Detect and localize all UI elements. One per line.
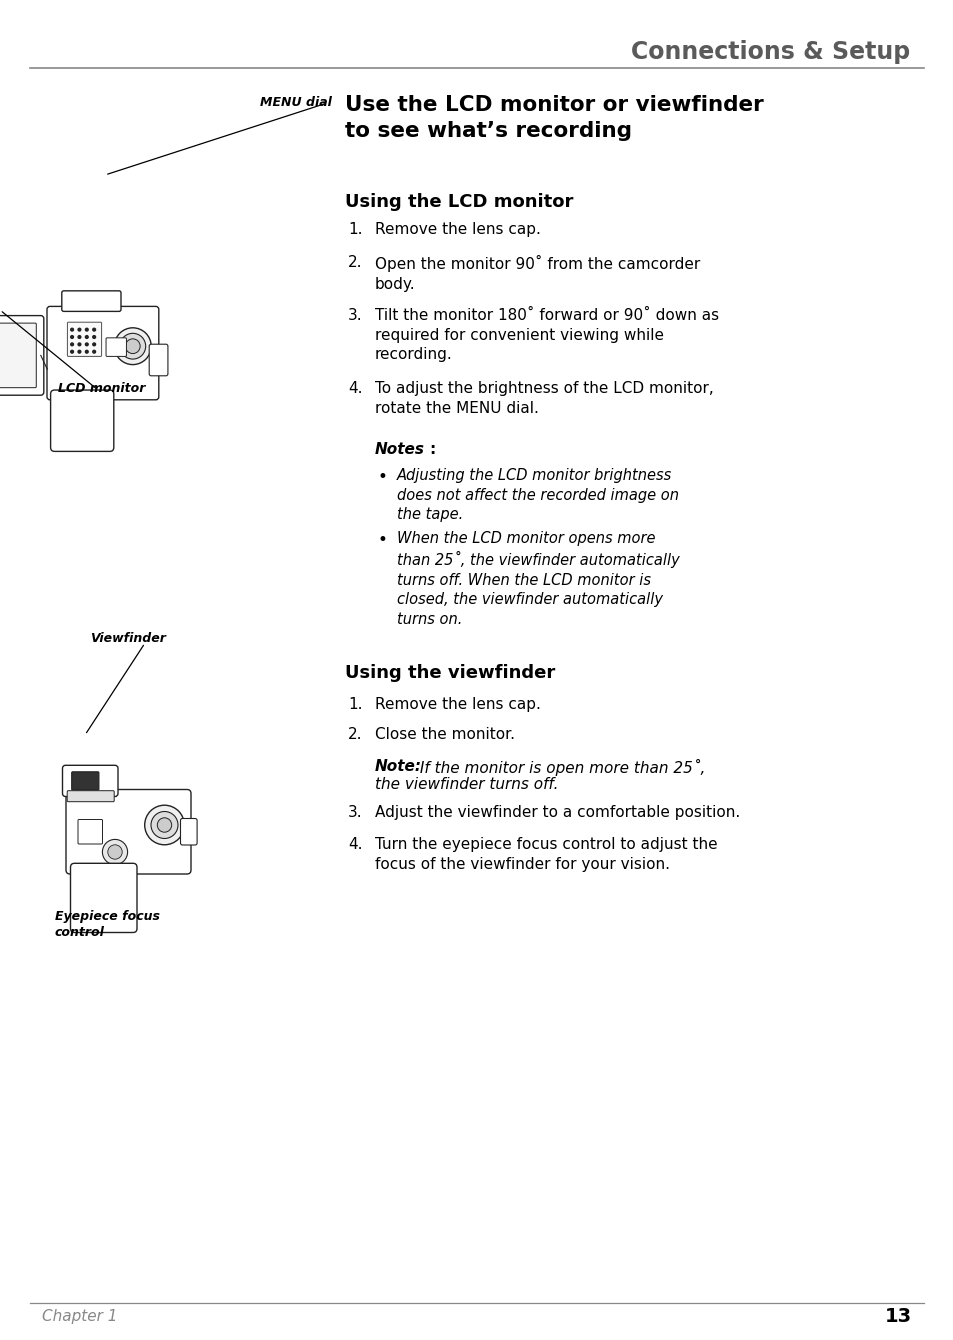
FancyBboxPatch shape (71, 863, 137, 933)
Text: •: • (377, 531, 388, 549)
Text: Open the monitor 90˚ from the camcorder
body.: Open the monitor 90˚ from the camcorder … (375, 255, 700, 292)
FancyBboxPatch shape (0, 323, 36, 387)
Circle shape (78, 343, 81, 346)
Text: •: • (377, 468, 388, 486)
Text: Remove the lens cap.: Remove the lens cap. (375, 222, 540, 237)
Circle shape (92, 335, 95, 339)
Text: :: : (429, 442, 435, 457)
FancyBboxPatch shape (62, 291, 121, 311)
Circle shape (78, 328, 81, 331)
Circle shape (86, 350, 88, 354)
Text: To adjust the brightness of the LCD monitor,
rotate the MENU dial.: To adjust the brightness of the LCD moni… (375, 381, 713, 415)
Circle shape (151, 812, 178, 839)
FancyBboxPatch shape (71, 772, 99, 791)
FancyBboxPatch shape (149, 344, 168, 375)
FancyBboxPatch shape (106, 338, 127, 356)
Circle shape (86, 328, 88, 331)
Text: 3.: 3. (348, 308, 362, 323)
Text: Use the LCD monitor or viewfinder
to see what’s recording: Use the LCD monitor or viewfinder to see… (345, 95, 763, 141)
Text: 2.: 2. (348, 728, 362, 742)
Text: 13: 13 (884, 1306, 911, 1325)
Text: the viewfinder turns off.: the viewfinder turns off. (375, 777, 558, 792)
Circle shape (102, 839, 128, 864)
Circle shape (157, 817, 172, 832)
Circle shape (145, 805, 184, 844)
FancyBboxPatch shape (180, 819, 197, 846)
Text: MENU dial: MENU dial (260, 96, 332, 110)
Circle shape (92, 328, 95, 331)
Text: Using the LCD monitor: Using the LCD monitor (345, 193, 573, 210)
Circle shape (120, 334, 146, 359)
FancyBboxPatch shape (51, 390, 113, 452)
Circle shape (71, 350, 73, 354)
Text: LCD monitor: LCD monitor (58, 382, 145, 395)
Text: Viewfinder: Viewfinder (90, 631, 166, 645)
FancyBboxPatch shape (66, 789, 191, 874)
Circle shape (125, 339, 140, 354)
Text: 4.: 4. (348, 381, 362, 397)
Text: Eyepiece focus
control: Eyepiece focus control (55, 910, 160, 939)
Text: 3.: 3. (348, 805, 362, 820)
Circle shape (78, 350, 81, 354)
Text: Notes: Notes (375, 442, 424, 457)
Circle shape (92, 343, 95, 346)
Text: 1.: 1. (348, 222, 362, 237)
Circle shape (78, 335, 81, 339)
Circle shape (86, 343, 88, 346)
Text: Using the viewfinder: Using the viewfinder (345, 665, 555, 682)
Circle shape (92, 350, 95, 354)
Text: 2.: 2. (348, 255, 362, 269)
Circle shape (71, 335, 73, 339)
Circle shape (86, 335, 88, 339)
FancyBboxPatch shape (78, 820, 102, 844)
FancyBboxPatch shape (67, 791, 114, 801)
Circle shape (71, 343, 73, 346)
Text: Adjust the viewfinder to a comfortable position.: Adjust the viewfinder to a comfortable p… (375, 805, 740, 820)
Text: 4.: 4. (348, 838, 362, 852)
Text: 1.: 1. (348, 697, 362, 712)
Circle shape (114, 328, 151, 364)
Text: Turn the eyepiece focus control to adjust the
focus of the viewfinder for your v: Turn the eyepiece focus control to adjus… (375, 838, 717, 871)
FancyBboxPatch shape (68, 322, 101, 356)
FancyBboxPatch shape (0, 316, 44, 395)
FancyBboxPatch shape (47, 307, 158, 399)
Circle shape (108, 844, 122, 859)
FancyBboxPatch shape (63, 765, 118, 796)
Text: Note:: Note: (375, 758, 421, 775)
Text: Close the monitor.: Close the monitor. (375, 728, 515, 742)
Text: If the monitor is open more than 25˚,: If the monitor is open more than 25˚, (415, 758, 704, 776)
Circle shape (71, 328, 73, 331)
Text: Adjusting the LCD monitor brightness
does not affect the recorded image on
the t: Adjusting the LCD monitor brightness doe… (396, 468, 679, 523)
Text: When the LCD monitor opens more
than 25˚, the viewfinder automatically
turns off: When the LCD monitor opens more than 25˚… (396, 531, 679, 627)
Text: Chapter 1: Chapter 1 (42, 1308, 117, 1324)
Text: Remove the lens cap.: Remove the lens cap. (375, 697, 540, 712)
Text: Connections & Setup: Connections & Setup (630, 40, 909, 64)
Text: Tilt the monitor 180˚ forward or 90˚ down as
required for convenient viewing whi: Tilt the monitor 180˚ forward or 90˚ dow… (375, 308, 719, 362)
